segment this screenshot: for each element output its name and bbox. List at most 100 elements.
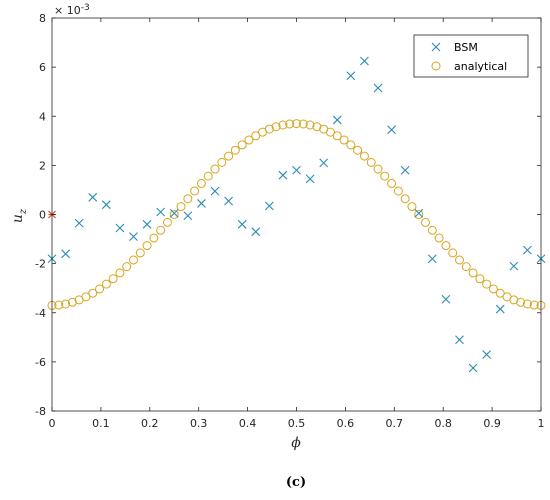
analytical-point	[122, 262, 132, 272]
analytical-point	[516, 297, 526, 307]
analytical-point	[169, 210, 179, 219]
legend-marker-analytical	[431, 61, 441, 71]
bsm-point	[332, 115, 342, 125]
axis-ticks	[51, 17, 542, 412]
analytical-point	[298, 119, 308, 129]
bsm-point	[237, 219, 247, 229]
x-tick-labels: 0 0.1 0.2 0.3 0.4 0.5 0.6 0.7 0.8 0.9 1	[49, 417, 545, 430]
analytical-point	[495, 288, 505, 298]
analytical-point	[162, 217, 172, 227]
bsm-point	[360, 56, 369, 66]
bsm-point	[346, 71, 356, 81]
bsm-point	[455, 335, 464, 345]
analytical-point	[115, 268, 125, 278]
x-tick-label: 0.7	[386, 417, 404, 430]
analytical-point	[95, 284, 105, 294]
analytical-point	[108, 274, 118, 284]
analytical-point	[421, 217, 431, 227]
y-exponent-label: × 10-3	[54, 3, 90, 17]
bsm-point	[414, 208, 424, 218]
analytical-point	[312, 122, 322, 132]
y-tick-label: -4	[35, 307, 46, 320]
analytical-point	[67, 297, 77, 307]
bsm-point	[129, 232, 138, 241]
bsm-point	[88, 192, 98, 202]
x-tick-label: 0.9	[483, 417, 501, 430]
analytical-point	[142, 241, 152, 251]
legend-box	[413, 34, 529, 78]
x-tick-label: 0.5	[288, 417, 306, 430]
bsm-point	[101, 200, 111, 210]
bsm-point	[264, 201, 274, 211]
analytical-point	[387, 178, 397, 188]
analytical-point	[230, 145, 240, 155]
y-tick-label: 8	[39, 12, 46, 25]
analytical-point	[482, 279, 492, 289]
x-tick-label: 0.3	[190, 417, 208, 430]
analytical-point	[88, 288, 98, 298]
analytical-point	[264, 124, 274, 134]
analytical-point	[129, 255, 138, 265]
y-tick-label: 6	[39, 61, 46, 74]
bsm-point	[373, 83, 383, 93]
x-tick-label: 0.1	[92, 417, 110, 430]
bsm-point	[427, 254, 437, 264]
y-tick-label: 4	[39, 110, 46, 123]
plot-background	[52, 18, 541, 411]
plot-area	[52, 18, 541, 411]
analytical-point	[183, 194, 193, 204]
x-axis-label: ϕ	[291, 435, 301, 451]
analytical-point	[54, 300, 64, 310]
legend-label-bsm: BSM	[454, 41, 478, 54]
x-tick-label: 0.4	[239, 417, 257, 430]
y-tick-label: 2	[39, 159, 46, 172]
analytical-point	[325, 127, 335, 137]
bsm-point	[292, 165, 301, 175]
analytical-point	[353, 145, 363, 155]
analytical-point	[448, 248, 458, 258]
analytical-point	[203, 171, 213, 181]
y-tick-label: -8	[35, 405, 46, 418]
analytical-point	[488, 284, 498, 294]
y-tick-labels: -8 -6 -4 -2 0 2 4 6 8	[35, 12, 46, 418]
bsm-point	[251, 227, 261, 237]
analytical-point	[190, 186, 200, 196]
bsm-point	[183, 211, 193, 221]
data-marks	[47, 56, 546, 373]
analytical-point	[407, 202, 417, 212]
analytical-point	[522, 299, 532, 309]
analytical-point	[380, 171, 390, 181]
analytical-point	[468, 268, 478, 278]
x-tick-label: 0	[49, 417, 56, 430]
analytical-point	[292, 119, 301, 129]
analytical-point	[135, 248, 145, 258]
x-tick-label: 0.6	[337, 417, 355, 430]
x-tick-label: 0.8	[434, 417, 452, 430]
bsm-point	[400, 165, 410, 175]
bsm-point	[319, 158, 329, 168]
bsm-point	[278, 170, 288, 180]
analytical-point	[373, 164, 383, 174]
bsm-point	[224, 196, 233, 206]
analytical-point	[509, 295, 519, 305]
analytical-point	[237, 140, 247, 150]
bsm-point	[156, 207, 166, 217]
analytical-point	[217, 157, 227, 167]
bsm-point	[468, 363, 478, 373]
analytical-point	[427, 225, 437, 235]
analytical-point	[366, 157, 376, 167]
x-tick-label: 1	[538, 417, 545, 430]
y-tick-label: 0	[39, 209, 46, 222]
legend-item-bsm: BSM	[431, 41, 478, 54]
analytical-point	[278, 120, 288, 130]
y-tick-label: -6	[35, 356, 46, 369]
bsm-point	[142, 219, 152, 229]
bsm-point	[441, 294, 451, 304]
y-axis-label-subscript: z	[18, 208, 29, 215]
y-exponent-power: -3	[81, 3, 90, 13]
analytical-point	[414, 210, 424, 219]
analytical-point	[61, 299, 71, 309]
bsm-point	[61, 249, 70, 259]
bsm-point	[387, 125, 396, 135]
bsm-point	[509, 261, 519, 271]
